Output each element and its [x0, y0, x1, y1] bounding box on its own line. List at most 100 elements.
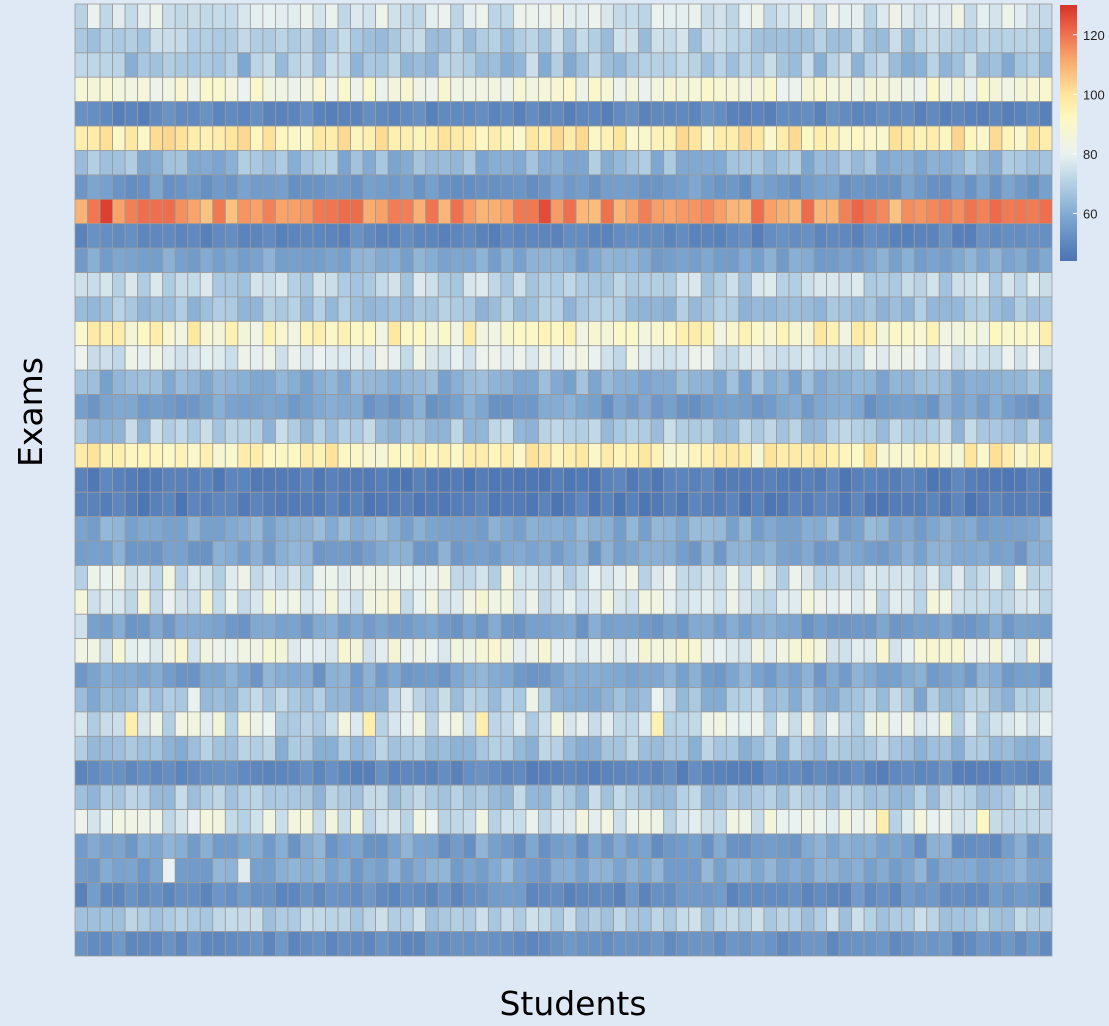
heatmap-cell: [225, 419, 238, 443]
heatmap-cell: [1039, 932, 1052, 956]
heatmap-cell: [589, 297, 602, 321]
heatmap-cell: [100, 590, 113, 614]
heatmap-cell: [213, 224, 226, 248]
heatmap-cell: [488, 28, 501, 52]
heatmap-cell: [1014, 541, 1027, 565]
heatmap-cell: [113, 639, 126, 663]
heatmap-cell: [200, 273, 213, 297]
heatmap-cell: [564, 419, 577, 443]
heatmap-cell: [764, 736, 777, 760]
heatmap-cell: [100, 126, 113, 150]
heatmap-cell: [401, 810, 414, 834]
heatmap-cell: [326, 932, 339, 956]
heatmap-cell: [463, 468, 476, 492]
heatmap-cell: [927, 614, 940, 638]
heatmap-cell: [877, 565, 890, 589]
heatmap-cell: [100, 321, 113, 345]
heatmap-cell: [163, 199, 176, 223]
heatmap-cell: [739, 4, 752, 28]
heatmap-cell: [326, 565, 339, 589]
heatmap-cell: [614, 126, 627, 150]
heatmap-cell: [451, 590, 464, 614]
heatmap-cell: [125, 932, 138, 956]
heatmap-cell: [213, 712, 226, 736]
heatmap-cell: [614, 785, 627, 809]
heatmap-cell: [801, 77, 814, 101]
heatmap-cell: [914, 761, 927, 785]
heatmap-cell: [275, 712, 288, 736]
heatmap-cell: [488, 541, 501, 565]
heatmap-cell: [326, 810, 339, 834]
heatmap-cell: [839, 297, 852, 321]
heatmap-cell: [338, 761, 351, 785]
heatmap-cell: [213, 126, 226, 150]
heatmap-cell: [250, 126, 263, 150]
heatmap-cell: [501, 395, 514, 419]
heatmap-cell: [977, 28, 990, 52]
heatmap-cell: [451, 297, 464, 321]
heatmap-cell: [313, 517, 326, 541]
heatmap-cell: [576, 102, 589, 126]
heatmap-cell: [426, 932, 439, 956]
heatmap-cell: [488, 517, 501, 541]
heatmap-cell: [877, 175, 890, 199]
heatmap-cell: [614, 150, 627, 174]
heatmap-cell: [676, 590, 689, 614]
heatmap-cell: [701, 126, 714, 150]
heatmap-cell: [326, 761, 339, 785]
heatmap-cell: [438, 370, 451, 394]
heatmap-cell: [852, 883, 865, 907]
heatmap-cell: [288, 541, 301, 565]
heatmap-cell: [564, 126, 577, 150]
heatmap-cell: [827, 492, 840, 516]
heatmap-cell: [150, 370, 163, 394]
heatmap-cell: [601, 541, 614, 565]
heatmap-cell: [626, 53, 639, 77]
heatmap-cell: [463, 199, 476, 223]
heatmap-cell: [200, 346, 213, 370]
heatmap-cell: [100, 370, 113, 394]
heatmap-cell: [238, 443, 251, 467]
heatmap-cell: [376, 395, 389, 419]
heatmap-cell: [313, 53, 326, 77]
heatmap-cell: [1002, 248, 1015, 272]
heatmap-cell: [664, 28, 677, 52]
heatmap-cell: [488, 102, 501, 126]
heatmap-cell: [300, 273, 313, 297]
heatmap-cell: [163, 321, 176, 345]
heatmap-cell: [651, 346, 664, 370]
heatmap-cell: [476, 712, 489, 736]
heatmap-cell: [388, 492, 401, 516]
heatmap-cell: [125, 907, 138, 931]
heatmap-cell: [88, 395, 101, 419]
heatmap-cell: [501, 565, 514, 589]
heatmap-cell: [964, 150, 977, 174]
heatmap-cell: [100, 761, 113, 785]
heatmap-cell: [1027, 297, 1040, 321]
heatmap-cell: [977, 907, 990, 931]
heatmap-cell: [326, 321, 339, 345]
heatmap-cell: [488, 834, 501, 858]
heatmap-cell: [576, 541, 589, 565]
heatmap-cell: [739, 810, 752, 834]
heatmap-cell: [413, 175, 426, 199]
heatmap-cell: [626, 77, 639, 101]
heatmap-cell: [213, 932, 226, 956]
heatmap-cell: [914, 687, 927, 711]
heatmap-cell: [300, 517, 313, 541]
heatmap-cell: [338, 590, 351, 614]
heatmap-cell: [263, 321, 276, 345]
heatmap-cell: [476, 224, 489, 248]
heatmap-cell: [476, 468, 489, 492]
heatmap-cell: [388, 53, 401, 77]
heatmap-cell: [125, 810, 138, 834]
heatmap-cell: [476, 273, 489, 297]
heatmap-cell: [175, 858, 188, 882]
heatmap-cell: [902, 565, 915, 589]
heatmap-cell: [338, 273, 351, 297]
heatmap-cell: [538, 443, 551, 467]
heatmap-cell: [513, 834, 526, 858]
heatmap-cell: [664, 932, 677, 956]
heatmap-cell: [288, 614, 301, 638]
heatmap-cell: [1002, 419, 1015, 443]
